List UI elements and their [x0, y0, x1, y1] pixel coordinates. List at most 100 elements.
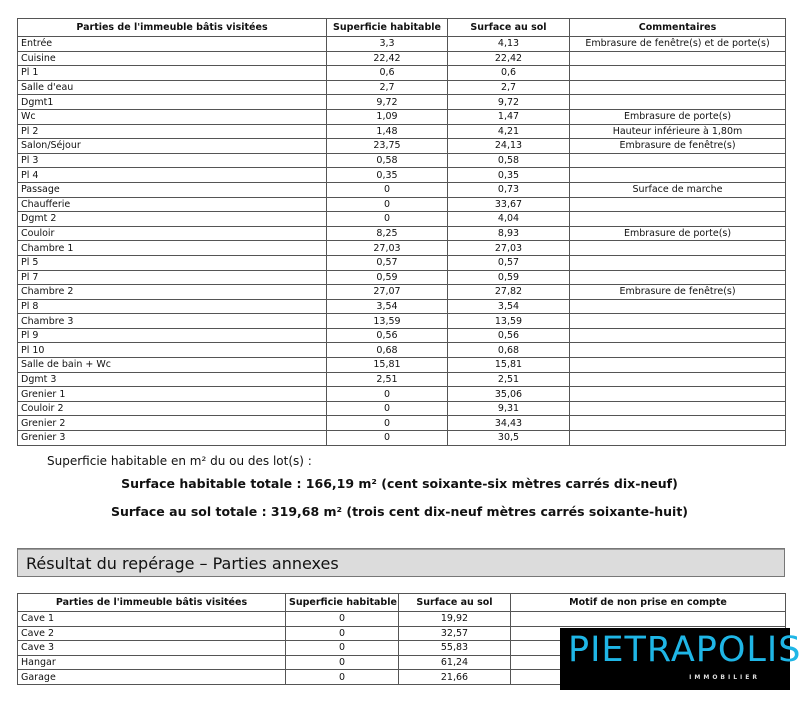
table-row: Grenier 2 0 34,43: [17, 415, 786, 432]
cell-sol: 27,03: [447, 240, 570, 256]
cell-habitable: 15,81: [326, 357, 448, 373]
cell-part: Wc: [17, 108, 327, 125]
header-habitable: Superficie habitable: [285, 593, 399, 612]
cell-habitable: 1,48: [326, 123, 448, 140]
cell-habitable: 23,75: [326, 138, 448, 154]
cell-comment: [569, 327, 786, 344]
cell-comment: [569, 65, 786, 81]
habitable-total: Surface habitable totale : 166,19 m² (ce…: [121, 476, 678, 491]
cell-part: Salon/Séjour: [17, 138, 327, 154]
cell-sol: 0,59: [447, 269, 570, 286]
table-row: Salle de bain + Wc 15,81 15,81: [17, 357, 786, 373]
cell-sol: 9,72: [447, 94, 570, 110]
cell-comment: [569, 240, 786, 256]
cell-habitable: 1,09: [326, 108, 448, 125]
cell-sol: 21,66: [398, 669, 511, 685]
logo-name: PIETRAPOLIS: [568, 630, 799, 670]
table-row: Salon/Séjour 23,75 24,13 Embrasure de fenêt…: [17, 138, 786, 154]
cell-habitable: 27,07: [326, 284, 448, 300]
table-header: Parties de l'immeuble bâtis visitées Sup…: [17, 593, 786, 612]
header-reason: Motif de non prise en compte: [510, 593, 786, 612]
cell-part: Couloir: [17, 225, 327, 242]
cell-habitable: 0: [326, 181, 448, 198]
habitable-parts-table: Parties de l'immeuble bâtis visitées Sup…: [17, 18, 786, 446]
table-row: Pl 10 0,68 0,68: [17, 342, 786, 359]
table-row: Pl 2 1,48 4,21 Hauteur inférieure à 1,80m: [17, 123, 786, 140]
cell-part: Entrée: [17, 36, 327, 52]
cell-comment: [569, 313, 786, 329]
cell-sol: 0,68: [447, 342, 570, 359]
cell-part: Grenier 2: [17, 415, 327, 432]
cell-comment: [569, 371, 786, 388]
table-row: Salle d'eau 2,7 2,7: [17, 79, 786, 96]
cell-comment: Hauteur inférieure à 1,80m: [569, 123, 786, 140]
cell-comment: Embrasure de fenêtre(s): [569, 284, 786, 300]
cell-part: Dgmt 2: [17, 211, 327, 227]
cell-sol: 27,82: [447, 284, 570, 300]
cell-comment: [569, 254, 786, 271]
cell-part: Pl 5: [17, 254, 327, 271]
cell-habitable: 0,68: [326, 342, 448, 359]
cell-comment: [569, 386, 786, 402]
cell-comment: [569, 298, 786, 315]
cell-sol: 61,24: [398, 654, 511, 671]
header-sol: Surface au sol: [447, 18, 570, 37]
cell-comment: [569, 79, 786, 96]
table-row: Couloir 8,25 8,93 Embrasure de porte(s): [17, 225, 786, 242]
cell-comment: [569, 211, 786, 227]
cell-part: Pl 2: [17, 123, 327, 140]
table-row: Pl 4 0,35 0,35: [17, 167, 786, 183]
cell-sol: 0,57: [447, 254, 570, 271]
cell-part: Cave 2: [17, 625, 286, 642]
header-habitable: Superficie habitable: [326, 18, 448, 37]
cell-habitable: 0,58: [326, 152, 448, 169]
cell-comment: Surface de marche: [569, 181, 786, 198]
cell-sol: 0,58: [447, 152, 570, 169]
cell-sol: 33,67: [447, 196, 570, 213]
cell-sol: 2,51: [447, 371, 570, 388]
table-row: Pl 3 0,58 0,58: [17, 152, 786, 169]
cell-habitable: 0,6: [326, 65, 448, 81]
cell-habitable: 8,25: [326, 225, 448, 242]
cell-part: Pl 4: [17, 167, 327, 183]
cell-part: Chaufferie: [17, 196, 327, 213]
cell-habitable: 9,72: [326, 94, 448, 110]
cell-habitable: 0,56: [326, 327, 448, 344]
cell-part: Pl 8: [17, 298, 327, 315]
cell-part: Pl 9: [17, 327, 327, 344]
header-parts: Parties de l'immeuble bâtis visitées: [17, 18, 327, 37]
cell-part: Chambre 3: [17, 313, 327, 329]
cell-comment: [569, 342, 786, 359]
cell-comment: Embrasure de porte(s): [569, 225, 786, 242]
header-parts: Parties de l'immeuble bâtis visitées: [17, 593, 286, 612]
cell-habitable: 0: [326, 211, 448, 227]
cell-sol: 0,35: [447, 167, 570, 183]
cell-habitable: 0: [285, 611, 399, 627]
table-row: Grenier 3 0 30,5: [17, 430, 786, 446]
cell-part: Couloir 2: [17, 400, 327, 417]
header-comments: Commentaires: [569, 18, 786, 37]
cell-comment: Embrasure de fenêtre(s): [569, 138, 786, 154]
cell-habitable: 0: [326, 415, 448, 432]
cell-part: Chambre 1: [17, 240, 327, 256]
cell-comment: [569, 152, 786, 169]
cell-comment: Embrasure de fenêtre(s) et de porte(s): [569, 36, 786, 52]
cell-sol: 35,06: [447, 386, 570, 402]
cell-part: Hangar: [17, 654, 286, 671]
cell-habitable: 0: [285, 640, 399, 656]
cell-part: Salle d'eau: [17, 79, 327, 96]
cell-part: Cave 3: [17, 640, 286, 656]
cell-comment: [569, 94, 786, 110]
cell-habitable: 0: [326, 400, 448, 417]
cell-sol: 0,6: [447, 65, 570, 81]
cell-sol: 4,13: [447, 36, 570, 52]
cell-sol: 9,31: [447, 400, 570, 417]
cell-part: Pl 10: [17, 342, 327, 359]
cell-part: Pl 3: [17, 152, 327, 169]
cell-part: Pl 1: [17, 65, 327, 81]
table-row: Grenier 1 0 35,06: [17, 386, 786, 402]
cell-habitable: 22,42: [326, 50, 448, 67]
cell-comment: [569, 50, 786, 67]
cell-habitable: 3,54: [326, 298, 448, 315]
cell-part: Chambre 2: [17, 284, 327, 300]
